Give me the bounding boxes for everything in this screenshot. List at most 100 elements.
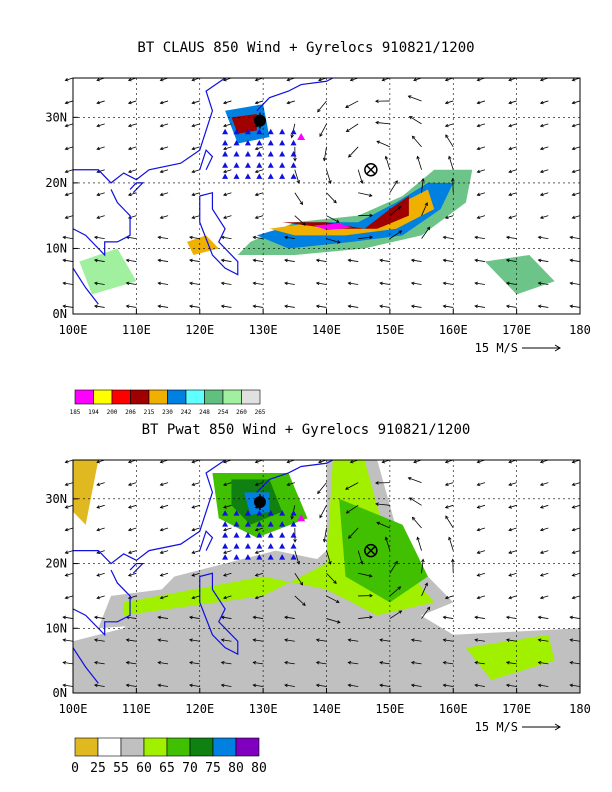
- wind-vector-head: [476, 169, 481, 174]
- wind-vector-head: [347, 683, 352, 688]
- gyre-triangle: [222, 532, 229, 538]
- wind-vector-head: [474, 660, 479, 665]
- wind-vector-head: [159, 527, 164, 532]
- colorbar-label: 0: [71, 761, 79, 776]
- gyre-triangle: [256, 510, 263, 516]
- wind-vector-head: [254, 595, 259, 600]
- wind-vector-head: [359, 180, 364, 184]
- x-tick-label: 150E: [375, 323, 404, 337]
- wind-vector: [540, 550, 549, 554]
- gyre-triangle: [244, 554, 251, 560]
- wind-vector: [317, 100, 327, 113]
- wind-vector: [326, 618, 341, 623]
- wind-vector-head: [191, 527, 196, 532]
- wind-vector: [221, 639, 232, 642]
- gyre-triangle: [222, 543, 229, 549]
- wind-vector: [570, 639, 581, 642]
- wind-vector-head: [476, 550, 481, 554]
- wind-vector-head: [127, 527, 132, 532]
- wind-vector-head: [252, 235, 257, 240]
- wind-reference-arrowhead: [554, 723, 561, 731]
- wind-vector: [160, 192, 169, 196]
- wind-vector-head: [159, 482, 164, 487]
- wind-vector-head: [398, 610, 403, 614]
- wind-vector-head: [508, 527, 513, 532]
- wind-vector-head: [286, 482, 291, 487]
- wind-vector-head: [254, 573, 259, 577]
- wind-vector-head: [284, 235, 288, 240]
- gyre-triangle: [267, 139, 274, 146]
- wind-vector-head: [191, 459, 196, 464]
- wind-vector-head: [426, 606, 431, 611]
- wind-vector-head: [62, 258, 67, 263]
- wind-vector: [294, 192, 303, 205]
- wind-vector: [284, 639, 295, 642]
- colorbar-swatch: [74, 389, 94, 405]
- wind-vector-head: [127, 192, 132, 197]
- wind-vector: [408, 477, 422, 484]
- wind-vector-head: [397, 586, 402, 590]
- wind-vector-head: [252, 683, 257, 688]
- colorbar-swatch: [148, 389, 168, 405]
- wind-vector: [316, 639, 327, 642]
- wind-vector: [316, 282, 327, 285]
- wind-vector: [408, 95, 422, 102]
- wind-vector: [477, 482, 486, 486]
- gyre-triangle: [244, 510, 251, 516]
- wind-vector: [508, 504, 517, 509]
- wind-vector-head: [127, 123, 132, 128]
- wind-vector-head: [284, 304, 288, 309]
- gyre-triangle: [222, 162, 229, 168]
- wind-vector: [411, 305, 422, 308]
- x-tick-label: 140E: [312, 323, 341, 337]
- wind-vector: [389, 586, 401, 597]
- wind-vector-head: [539, 192, 544, 197]
- wind-vector-head: [537, 660, 542, 665]
- gyre-triangle: [256, 151, 263, 157]
- wind-vector-head: [448, 155, 452, 160]
- wind-vector: [158, 282, 169, 285]
- gyre-cloud-red: [231, 114, 257, 134]
- wind-vector: [474, 661, 485, 665]
- wind-vector-head: [444, 77, 449, 82]
- chart-title-pwat: BT Pwat 850 Wind + Gyrelocs 910821/1200: [141, 422, 471, 438]
- wind-vector-head: [505, 660, 510, 665]
- wind-vector: [421, 226, 431, 239]
- wind-vector-head: [189, 683, 193, 688]
- wind-vector: [128, 123, 137, 127]
- wind-vector: [376, 522, 391, 529]
- wind-vector: [284, 236, 295, 240]
- wind-vector: [379, 282, 390, 285]
- gyre-triangle: [244, 532, 251, 538]
- wind-vector-head: [191, 123, 196, 128]
- wind-vector: [221, 684, 232, 687]
- wind-vector: [316, 661, 327, 665]
- wind-vector-head: [286, 100, 291, 105]
- wind-vector-head: [64, 100, 69, 105]
- wind-vector-head: [64, 77, 69, 82]
- colorbar-swatch: [235, 737, 260, 757]
- wind-vector-head: [290, 134, 294, 139]
- wind-vector: [379, 684, 390, 687]
- wind-vector-head: [191, 100, 196, 105]
- wind-vector: [379, 661, 390, 665]
- wind-vector-head: [537, 683, 542, 688]
- wind-vector-head: [368, 574, 373, 578]
- gyre-triangle: [256, 128, 263, 135]
- gyre-triangle: [267, 521, 274, 527]
- wind-vector-head: [347, 660, 352, 665]
- wind-vector: [323, 146, 327, 161]
- wind-vector: [160, 123, 169, 127]
- colorbar-label: 260: [236, 409, 247, 416]
- wind-vector: [389, 230, 402, 239]
- wind-vector-head: [127, 505, 132, 509]
- wind-vector-head: [421, 177, 425, 182]
- wind-vector: [253, 684, 264, 687]
- gyre-triangle: [222, 521, 229, 527]
- wind-vector-head: [254, 192, 259, 197]
- wind-vector: [448, 537, 454, 551]
- wind-vector: [191, 123, 200, 127]
- gyre-triangle: [267, 162, 274, 168]
- wind-vector: [572, 504, 581, 509]
- pwat-green-core: [339, 498, 428, 603]
